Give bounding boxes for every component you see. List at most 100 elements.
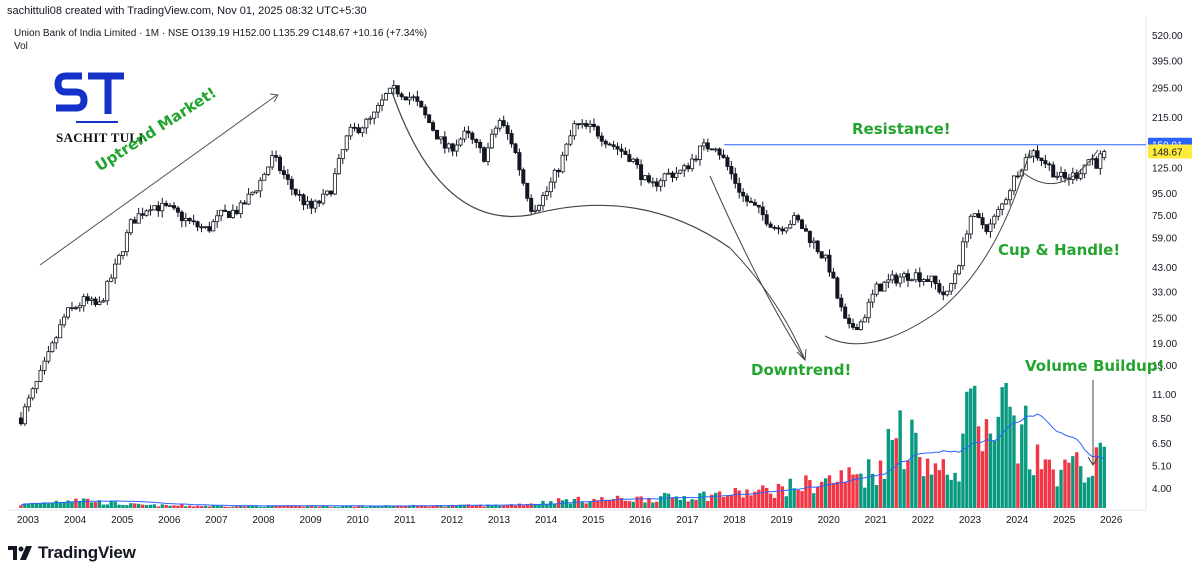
volume-bar [474,505,478,508]
time-axis[interactable]: 2003 2004 2005 2006 2007 2008 2009 2010 2011 2012… [17,515,1123,526]
volume-bar [89,502,94,508]
volume-bar [655,501,659,508]
candle-body [953,273,958,284]
volume-bar [517,503,522,508]
volume-bar [227,506,231,508]
volume-bar [384,505,388,508]
volume-bar [113,501,117,508]
volume-bar [1035,444,1040,508]
candle-body [984,224,989,233]
candle-body [666,172,671,175]
candle-body [595,126,600,137]
candle-body [776,227,781,230]
symbol-legend[interactable]: Union Bank of India Limited · 1M · NSE O… [14,28,428,39]
candle-body [737,183,742,193]
candle-body [807,230,812,243]
volume-bar [867,459,871,508]
volume-bar [580,502,584,508]
volume-bar [195,505,200,508]
candle-body [729,166,734,175]
candle-body [639,164,644,181]
candle-body [309,200,314,209]
volume-legend[interactable]: Vol [14,41,28,52]
price-axis[interactable]: 520.00395.00295.00215.00165.00125.0095.0… [1152,31,1183,495]
time-tick-label: 2025 [1053,515,1076,526]
volume-bar [502,505,506,508]
candle-body [486,147,491,162]
volume-bar [419,505,423,508]
candle-body [1055,175,1060,178]
volume-bar [290,505,294,508]
volume-bar [329,506,333,508]
candle-body [748,200,753,203]
volume-bar [702,491,706,508]
resistance-annotation[interactable]: Resistance! [852,120,951,138]
candle-body [909,279,914,282]
candle-body [725,157,730,167]
volume-bar [176,505,180,508]
candle-body [858,321,863,331]
volume-bar [1000,387,1004,508]
volume-bar [215,505,219,508]
candle-body [874,283,879,295]
candle-body [631,158,636,162]
volume-bar [627,501,632,508]
time-tick-label: 2009 [299,515,322,526]
candle-body [482,147,487,162]
volume-bar [325,505,329,508]
downtrend-annotation[interactable]: Downtrend! [751,361,852,379]
volume-bar [278,506,282,508]
candle-body [815,240,820,253]
volume-bar [254,505,259,508]
volume-bar [623,500,628,508]
candle-body [289,178,294,190]
candle-body [513,143,518,153]
volume-bar [82,498,86,508]
candle-body [427,114,432,124]
price-tick-label: 19.00 [1152,339,1177,350]
candle-body [701,142,706,147]
volume-bar [1047,459,1051,508]
candle-body [179,211,184,222]
time-tick-label: 2018 [723,515,746,526]
last-price-label: 148.67 [1152,148,1183,159]
volume-bar [58,502,62,508]
candle-body [1043,160,1048,165]
candle-body [128,219,133,234]
volume-bar [164,504,168,508]
volume-bar [505,504,510,508]
candle-body [391,85,396,89]
candle-body [474,138,479,143]
candle-body [509,133,514,145]
volume-bar [1024,405,1028,508]
volume-bar [246,505,251,508]
candle-body [105,280,110,302]
volume-buildup-annotation[interactable]: Volume Buildup! [1025,357,1165,375]
candle-body [411,96,416,99]
candle-body [211,221,216,232]
price-tick-label: 25.00 [1152,314,1177,325]
tradingview-footer[interactable]: TradingView [8,541,136,565]
volume-bar [969,388,973,508]
volume-bar [282,505,286,508]
candle-body [277,156,282,171]
candle-body [996,208,1001,217]
candle-body [132,219,137,224]
candle-body [658,180,663,187]
volume-bar [443,506,447,508]
volume-bar [266,505,270,508]
candle-body [305,200,310,206]
price-tick-label: 59.00 [1152,234,1177,245]
candle-body [120,251,125,256]
candle-body [917,272,922,282]
volume-bar [258,506,263,508]
candle-body [540,195,545,206]
candle-body [281,170,286,176]
candle-body [431,122,436,131]
candle-body [26,397,31,408]
cup-handle-annotation[interactable]: Cup & Handle! [998,241,1121,259]
candle-body [199,226,204,229]
candle-body [230,209,235,218]
candle-body [46,351,51,362]
